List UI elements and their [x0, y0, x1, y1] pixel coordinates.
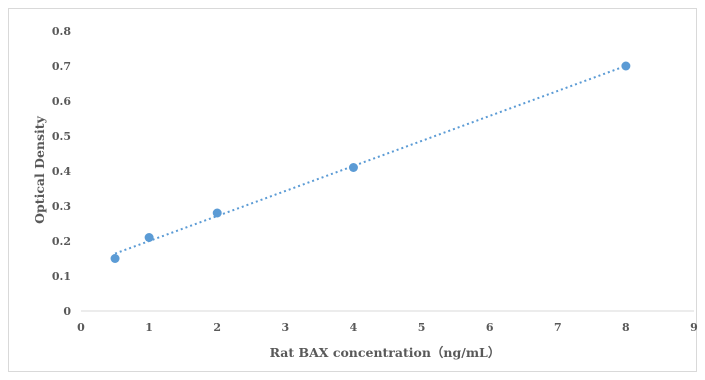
data-point: [144, 233, 154, 242]
data-point: [348, 163, 358, 172]
y-tick-label: 0.7: [52, 60, 71, 73]
y-tick-label: 0.6: [52, 95, 71, 108]
trendline: [114, 64, 627, 255]
y-tick-label: 0.8: [52, 25, 71, 38]
y-tick-label: 0.1: [52, 270, 71, 283]
x-tick-label: 8: [622, 321, 630, 334]
x-tick-label: 9: [690, 321, 698, 334]
x-tick-label: 4: [350, 321, 358, 334]
y-tick-label: 0.4: [52, 165, 71, 178]
y-axis-ticks: 0 0.1 0.2 0.3 0.4 0.5 0.6 0.7 0.8: [52, 25, 71, 318]
y-tick-label: 0.3: [52, 200, 71, 213]
data-point: [110, 254, 120, 263]
x-tick-label: 6: [486, 321, 494, 334]
data-points: [110, 61, 631, 263]
y-tick-label: 0: [63, 305, 71, 318]
x-tick-label: 7: [554, 321, 562, 334]
y-axis-title: Optical Density: [32, 115, 47, 223]
x-tick-label: 1: [145, 321, 153, 334]
data-point: [621, 61, 631, 71]
data-point: [212, 208, 222, 218]
x-tick-label: 3: [282, 321, 290, 334]
y-tick-label: 0.2: [52, 235, 71, 248]
x-tick-label: 2: [213, 321, 221, 334]
x-tick-label: 5: [418, 321, 426, 334]
x-axis-ticks: 0 1 2 3 4 5 6 7 8 9: [77, 321, 698, 334]
x-tick-label: 0: [77, 321, 85, 334]
x-axis-title: Rat BAX concentration（ng/mL）: [270, 345, 501, 360]
y-tick-label: 0.5: [52, 130, 71, 143]
